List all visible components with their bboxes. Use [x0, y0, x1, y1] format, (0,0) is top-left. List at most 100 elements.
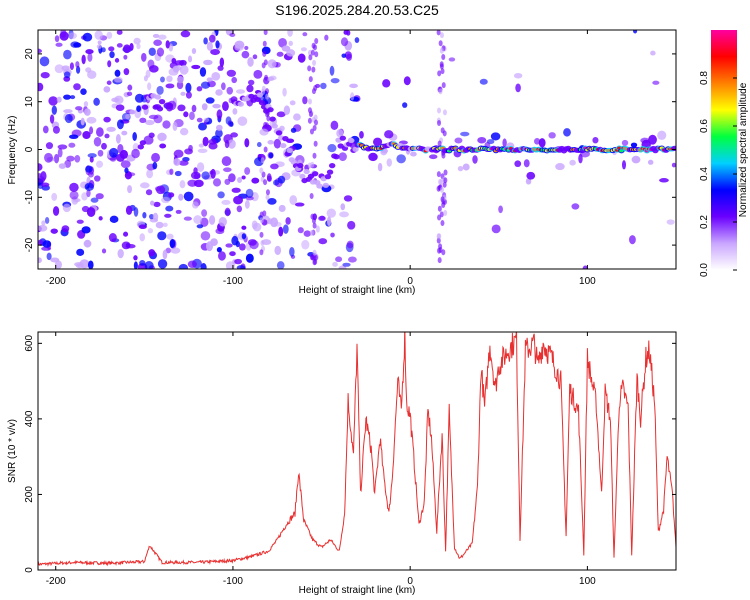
x-tick-label: -200: [46, 276, 66, 287]
snr-series-line: [38, 332, 676, 567]
spectrogram-cell: [68, 142, 76, 148]
spectrogram-cell: [196, 224, 204, 229]
spectrogram-cell: [271, 123, 278, 129]
spectrogram-cell: [215, 227, 225, 235]
spectrogram-cell: [440, 220, 445, 227]
y-tick-label: -20: [24, 237, 35, 252]
spectrogram-cell: [437, 247, 442, 254]
spectrogram-cell: [236, 265, 246, 269]
spectrogram-cell: [328, 163, 336, 169]
spectrogram-cell: [136, 105, 142, 112]
spectrogram-cell: [114, 58, 120, 63]
y-tick-label: 10: [24, 96, 35, 108]
spectrogram-cell: [282, 224, 289, 234]
spectrogram-cell: [116, 119, 124, 130]
spectrogram-cell: [339, 135, 347, 141]
spectrogram-cell: [216, 247, 222, 253]
spectrogram-cell: [592, 136, 599, 144]
spectrogram-cell: [515, 83, 521, 93]
spectrogram-cell: [152, 161, 158, 170]
spectrogram-cell: [429, 154, 438, 160]
spectrogram-cell: [87, 153, 97, 158]
spectrogram-cell: [290, 127, 297, 133]
spectrogram-cell: [239, 243, 246, 251]
spectrogram-cell: [237, 116, 248, 126]
spectrogram-cell: [38, 239, 44, 246]
spectrogram-cell: [270, 163, 279, 170]
spectrogram-cell: [318, 238, 328, 245]
spectrogram-cell: [152, 33, 160, 39]
spectrogram-cell: [147, 82, 152, 91]
spectrogram-cell: [347, 220, 356, 230]
x-tick-label: 0: [407, 576, 413, 587]
spectrogram-cell: [62, 203, 71, 213]
spectrogram-cell: [275, 130, 283, 136]
spectrogram-cell: [184, 148, 193, 155]
spectrogram-cell: [200, 231, 211, 241]
spectrogram-cell: [38, 257, 42, 263]
y-tick-label: 400: [24, 410, 35, 427]
spectrogram-cell: [228, 173, 236, 183]
spectrogram-cell: [41, 246, 52, 251]
spectrogram-cell: [443, 177, 448, 184]
spectrogram-cell: [179, 180, 186, 189]
spectrogram-cell: [83, 101, 89, 107]
spectrogram-cell: [193, 173, 201, 179]
colorbar-ticks: 0.0 0.2 0.4 0.6 0.8: [699, 71, 737, 277]
spectrogram-cell: [259, 167, 264, 174]
spectrogram-cell: [139, 117, 147, 123]
spectrogram-cell: [103, 86, 111, 93]
spectrogram-cell: [45, 142, 54, 150]
spectrogram-cell: [148, 114, 159, 120]
spectrogram-cell: [314, 51, 319, 58]
spectrogram-cell: [155, 221, 164, 229]
spectrogram-cell: [40, 182, 50, 187]
spectrogram-cell: [266, 173, 272, 182]
spectrogram-cell: [157, 132, 167, 142]
spectrogram-cell: [126, 91, 133, 97]
spectrogram-y-label: Frequency (Hz): [7, 116, 18, 185]
spectrogram-cell: [148, 213, 155, 220]
spectrogram-cell: [146, 169, 154, 179]
spectrogram-cell: [82, 131, 91, 139]
spectrogram-cell: [165, 205, 174, 212]
spectrogram-cell: [244, 167, 251, 175]
spectrogram-cell: [196, 162, 205, 172]
spectrogram-cell: [69, 134, 79, 139]
spectrogram-cell: [652, 80, 660, 85]
spectrogram-cell: [201, 103, 208, 111]
spectrogram-cell: [191, 47, 197, 54]
spectrogram-cell: [97, 149, 104, 157]
spectrogram-cell: [187, 260, 197, 269]
spectrogram-cell: [215, 89, 223, 96]
spectrogram-cell: [145, 119, 155, 126]
spectrogram-cell: [58, 163, 67, 169]
spectrogram-cell: [138, 224, 147, 230]
spectrogram-cell: [313, 84, 318, 91]
spectrogram-cell: [210, 49, 221, 56]
spectrogram-cell: [259, 249, 264, 256]
spectrogram-cell: [311, 217, 316, 224]
spectrogram-cell: [218, 216, 227, 227]
spectrogram-cell: [201, 209, 208, 217]
spectrogram-cell: [180, 30, 191, 38]
spectrogram-cell: [301, 239, 310, 250]
spectrogram-cell: [96, 44, 102, 49]
spectrogram-cell: [123, 231, 129, 237]
spectrogram-cell: [133, 207, 139, 217]
spectrogram-cell: [244, 200, 250, 209]
spectrogram-cell: [286, 147, 293, 153]
spectrogram-cell: [98, 216, 103, 221]
spectrogram-cell: [332, 261, 338, 267]
spectrogram-cell: [121, 130, 128, 136]
spectrogram-cell: [307, 98, 312, 105]
spectrogram-cell: [183, 191, 194, 202]
spectrogram-cell: [308, 54, 313, 61]
spectrogram-cell: [313, 258, 318, 265]
spectrogram-cell: [224, 140, 230, 149]
spectrogram-cell: [54, 35, 60, 43]
spectrogram-cell: [621, 139, 629, 146]
spectrogram-cell: [82, 32, 93, 42]
spectrogram-cell: [302, 96, 308, 105]
spectrogram-cell: [187, 179, 198, 187]
